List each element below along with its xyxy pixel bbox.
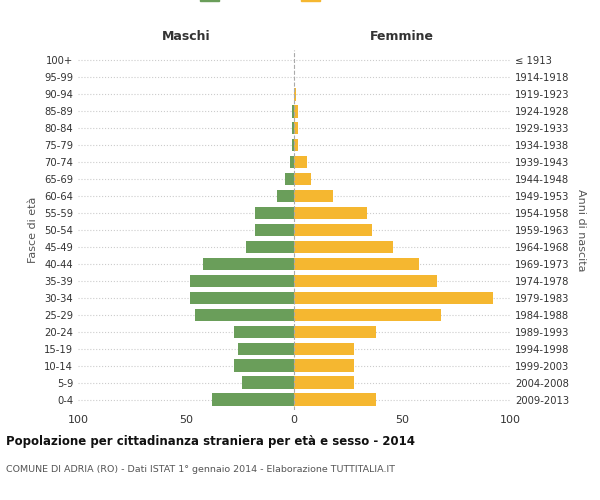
Bar xyxy=(294,376,355,389)
Bar xyxy=(238,342,294,355)
Text: COMUNE DI ADRIA (RO) - Dati ISTAT 1° gennaio 2014 - Elaborazione TUTTITALIA.IT: COMUNE DI ADRIA (RO) - Dati ISTAT 1° gen… xyxy=(6,465,395,474)
Bar xyxy=(290,156,294,168)
Bar xyxy=(294,342,355,355)
Bar xyxy=(255,206,294,220)
Bar xyxy=(294,190,333,202)
Bar xyxy=(292,122,294,134)
Legend: Stranieri, Straniere: Stranieri, Straniere xyxy=(196,0,392,8)
Bar xyxy=(292,105,294,118)
Y-axis label: Anni di nascita: Anni di nascita xyxy=(576,188,586,271)
Bar xyxy=(247,240,294,254)
Bar xyxy=(233,360,294,372)
Bar xyxy=(294,172,311,186)
Bar xyxy=(294,206,367,220)
Bar xyxy=(294,138,298,151)
Bar xyxy=(190,292,294,304)
Bar xyxy=(286,172,294,186)
Bar xyxy=(194,308,294,322)
Bar xyxy=(294,240,394,254)
Bar xyxy=(294,292,493,304)
Bar xyxy=(294,224,372,236)
Bar xyxy=(294,308,441,322)
Bar xyxy=(212,394,294,406)
Bar xyxy=(292,138,294,151)
Bar xyxy=(294,88,296,101)
Bar xyxy=(277,190,294,202)
Bar xyxy=(294,258,419,270)
Bar xyxy=(294,105,298,118)
Bar xyxy=(294,394,376,406)
Bar xyxy=(294,326,376,338)
Bar xyxy=(242,376,294,389)
Text: Femmine: Femmine xyxy=(370,30,434,43)
Bar xyxy=(190,274,294,287)
Bar xyxy=(203,258,294,270)
Bar xyxy=(294,122,298,134)
Bar xyxy=(233,326,294,338)
Bar xyxy=(294,156,307,168)
Text: Maschi: Maschi xyxy=(161,30,211,43)
Bar xyxy=(255,224,294,236)
Text: Popolazione per cittadinanza straniera per età e sesso - 2014: Popolazione per cittadinanza straniera p… xyxy=(6,435,415,448)
Y-axis label: Fasce di età: Fasce di età xyxy=(28,197,38,263)
Bar xyxy=(294,360,355,372)
Bar xyxy=(294,274,437,287)
